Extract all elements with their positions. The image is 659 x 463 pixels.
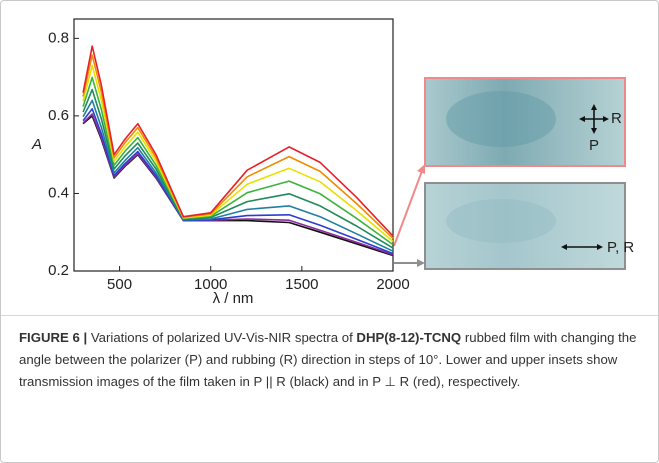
y-tick-label: 0.4 bbox=[48, 184, 69, 201]
film-texture bbox=[446, 199, 556, 243]
caption-text: Variations of polarized UV-Vis-NIR spect… bbox=[87, 330, 357, 345]
caption-text: rubbed film with changing the angle betw… bbox=[19, 330, 637, 389]
inset-label: P, R bbox=[607, 239, 634, 256]
x-tick-label: 1000 bbox=[194, 276, 227, 293]
spectrum-line bbox=[82, 113, 394, 256]
spectrum-line bbox=[82, 88, 394, 249]
inset-lower bbox=[424, 182, 626, 270]
inset-upper bbox=[424, 77, 626, 167]
pointer-head bbox=[417, 259, 425, 267]
caption-compound: DHP(8-12)-TCNQ bbox=[356, 330, 462, 345]
inset-label: R bbox=[611, 110, 622, 127]
y-axis-label: A bbox=[31, 136, 42, 153]
cross-arrow bbox=[581, 106, 607, 132]
spectrum-line bbox=[82, 76, 394, 246]
caption: FIGURE 6 | Variations of polarized UV-Vi… bbox=[19, 327, 644, 393]
caption-label: FIGURE 6 | bbox=[19, 330, 88, 345]
spectrum-line bbox=[82, 45, 394, 237]
separator bbox=[1, 315, 658, 316]
x-tick-label: 500 bbox=[107, 276, 132, 293]
y-tick-label: 0.8 bbox=[48, 29, 69, 46]
spectrum-line bbox=[82, 99, 394, 252]
pointer bbox=[393, 170, 423, 247]
y-tick-label: 0.2 bbox=[48, 262, 69, 279]
spectrum-line bbox=[82, 64, 394, 243]
y-tick-label: 0.6 bbox=[48, 107, 69, 124]
inset-label: P bbox=[589, 137, 599, 154]
chart: R P P, R A λ / nm 0.2 0.4 0.6 0.8 500 1000 150… bbox=[31, 18, 634, 307]
x-axis-label: λ / nm bbox=[213, 290, 254, 307]
plot-frame bbox=[73, 18, 394, 272]
pointer-head bbox=[417, 164, 425, 174]
x-tick-label: 1500 bbox=[285, 276, 318, 293]
film-texture bbox=[446, 91, 556, 147]
x-tick-label: 2000 bbox=[376, 276, 409, 293]
